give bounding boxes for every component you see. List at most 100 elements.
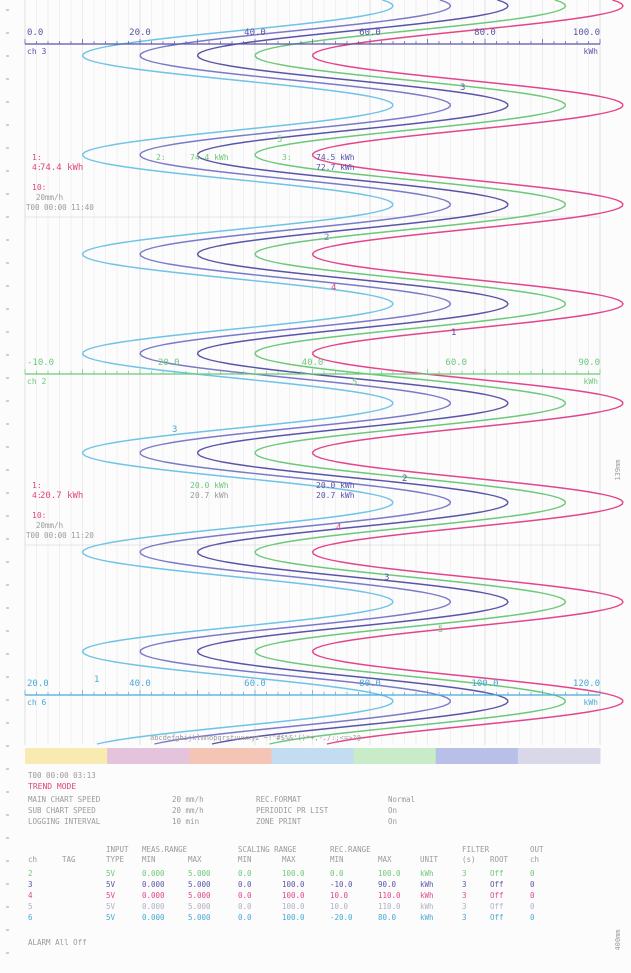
- table-cell: 3: [462, 880, 467, 889]
- annotation-speed: 20mm/h: [36, 521, 63, 530]
- annotation-value: 74.4 kWh: [40, 163, 83, 173]
- table-header: (s): [462, 855, 476, 864]
- annotation-label: 2:: [156, 153, 166, 162]
- table-cell: 2: [28, 869, 33, 878]
- table-cell: Off: [490, 902, 504, 911]
- scale-tick-label: 100.0: [573, 28, 600, 38]
- table-header: REC.RANGE: [330, 845, 371, 854]
- table-cell: 5V: [106, 913, 116, 922]
- scale-tick-label: 0.0: [27, 28, 43, 38]
- table-cell: 5V: [106, 891, 116, 900]
- setting-label: REC.FORMAT: [256, 795, 302, 804]
- annotation-value: 20.0 kWh: [190, 481, 229, 490]
- alarm-text: ALARM All Off: [28, 938, 87, 947]
- table-cell: 10.0: [330, 902, 349, 911]
- annotation-label: 3:: [282, 153, 292, 162]
- wave-marker: 1: [94, 675, 99, 685]
- table-cell: 0.000: [142, 902, 165, 911]
- table-cell: 110.0: [378, 891, 401, 900]
- setting-value: 20 mm/h: [172, 806, 204, 815]
- table-cell: 0: [530, 880, 535, 889]
- table-header: SCALING RANGE: [238, 845, 297, 854]
- table-header: MAX: [188, 855, 202, 864]
- color-bar-segment: [189, 748, 272, 764]
- setting-value: On: [388, 817, 397, 826]
- table-cell: -20.0: [330, 913, 353, 922]
- scale-tick-label: 120.0: [573, 679, 600, 689]
- annotation-label: 1:: [32, 153, 42, 162]
- color-bar-segment: [271, 748, 355, 764]
- table-cell: 0.0: [330, 869, 344, 878]
- table-cell: 3: [462, 913, 467, 922]
- table-cell: 0: [530, 913, 535, 922]
- annotation-value: 74.4 kWh: [190, 153, 229, 162]
- setting-label: LOGGING INTERVAL: [28, 817, 101, 826]
- setting-value: Normal: [388, 795, 415, 804]
- table-cell: 90.0: [378, 880, 397, 889]
- table-cell: 0.0: [238, 902, 252, 911]
- color-bar-segment: [517, 748, 601, 764]
- table-header: MAX: [378, 855, 392, 864]
- annotation-value: 20.7 kWh: [316, 491, 355, 500]
- table-cell: kWh: [420, 869, 434, 878]
- series-line-5: [254, 0, 567, 745]
- table-header: UNIT: [420, 855, 439, 864]
- annotation-value: 20.0 kWh: [316, 481, 355, 490]
- wave-marker: 2: [324, 233, 329, 243]
- scale-channel-label: ch 2: [27, 377, 46, 386]
- side-label-mid: 139mm: [614, 459, 622, 480]
- annotation-label: 4:: [32, 163, 42, 172]
- color-bar-segment: [25, 748, 108, 764]
- series-line-4: [196, 0, 509, 745]
- table-cell: kWh: [420, 891, 434, 900]
- setting-label: PERIODIC PR LIST: [256, 806, 329, 815]
- scale-tick-label: -10.0: [27, 358, 54, 368]
- report-mode: TREND MODE: [28, 782, 76, 791]
- wave-marker: 5: [277, 135, 282, 145]
- wave-marker: 4: [331, 283, 336, 293]
- scale-tick-label: 80.0: [359, 679, 381, 689]
- scale-unit-label: kWh: [584, 47, 599, 56]
- table-cell: 5: [28, 902, 33, 911]
- setting-value: 20 mm/h: [172, 795, 204, 804]
- table-cell: Off: [490, 869, 504, 878]
- table-cell: 5V: [106, 880, 116, 889]
- report-time: T00 00:00 03:13: [28, 771, 96, 780]
- annotation-time: T00 00:00 11:40: [26, 203, 94, 212]
- scale-tick-label: 90.0: [578, 358, 600, 368]
- wave-marker: 1: [451, 328, 456, 338]
- wave-marker: 4: [336, 523, 341, 533]
- table-header: ch: [530, 855, 539, 864]
- table-cell: kWh: [420, 880, 434, 889]
- table-header: TAG: [62, 855, 76, 864]
- table-cell: 3: [462, 891, 467, 900]
- table-header: OUT: [530, 845, 544, 854]
- table-header: INPUT: [106, 845, 129, 854]
- table-cell: 0.000: [142, 869, 165, 878]
- table-cell: 6: [28, 913, 33, 922]
- wave-marker: 3: [460, 83, 465, 93]
- wave-marker: 5: [352, 378, 357, 388]
- annotation-label: 10:: [32, 511, 46, 520]
- table-cell: 5.000: [188, 913, 211, 922]
- scale-tick-label: 40.0: [244, 28, 266, 38]
- table-cell: kWh: [420, 913, 434, 922]
- scale-channel-label: ch 6: [27, 698, 46, 707]
- scale-tick-label: 20.0: [27, 679, 49, 689]
- table-cell: 5.000: [188, 891, 211, 900]
- table-cell: 0.0: [238, 913, 252, 922]
- table-cell: Off: [490, 913, 504, 922]
- setting-value: 10 min: [172, 817, 199, 826]
- table-cell: 5V: [106, 869, 116, 878]
- table-cell: 0.000: [142, 913, 165, 922]
- table-cell: 3: [28, 880, 33, 889]
- scale-channel-label: ch 3: [27, 47, 46, 56]
- annotation-value: 20.7 kWh: [190, 491, 229, 500]
- table-cell: 3: [462, 869, 467, 878]
- scale-tick-label: 60.0: [359, 28, 381, 38]
- table-cell: 0.0: [238, 880, 252, 889]
- table-cell: 5.000: [188, 880, 211, 889]
- annotation-value: 74.5 kWh: [316, 153, 355, 162]
- table-header: FILTER: [462, 845, 490, 854]
